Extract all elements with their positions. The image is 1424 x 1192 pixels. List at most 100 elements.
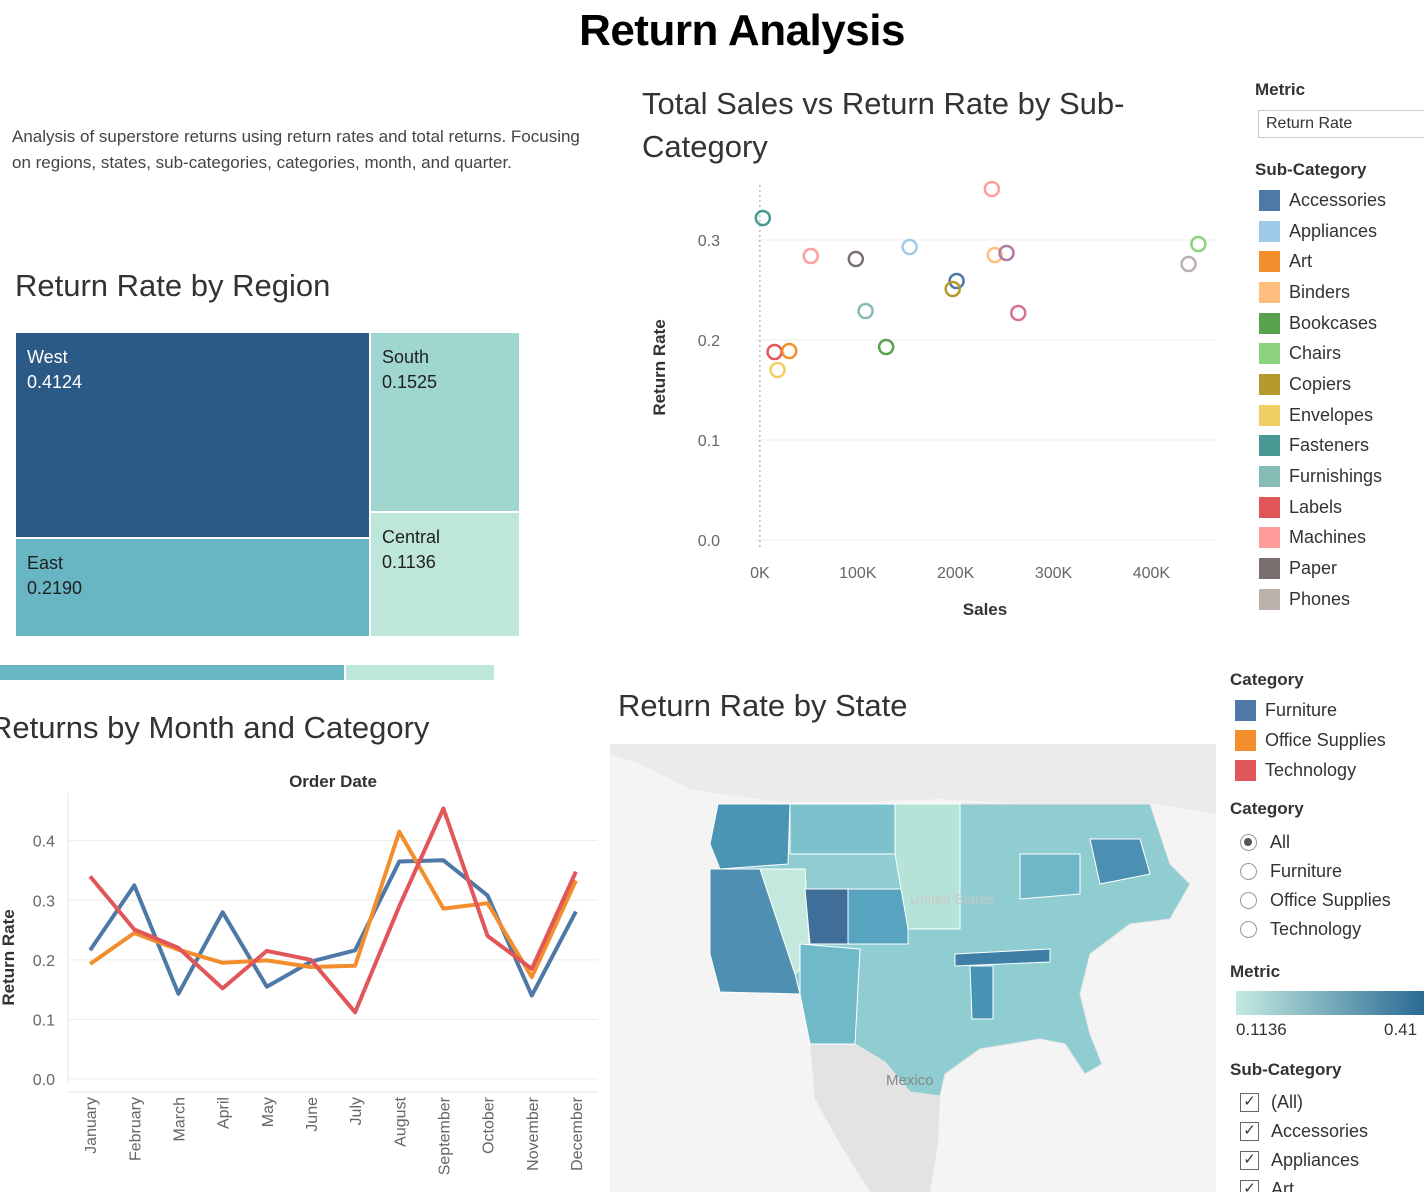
- treemap-cell-central[interactable]: Central 0.1136: [370, 512, 520, 637]
- subcategory-legend-item[interactable]: Envelopes: [1259, 400, 1424, 431]
- radio-button[interactable]: [1240, 834, 1257, 851]
- checkbox[interactable]: ✓: [1240, 1093, 1259, 1112]
- scatter-point[interactable]: [769, 361, 786, 379]
- metric-selector[interactable]: Return Rate: [1258, 110, 1424, 138]
- scatter-xtick-label: 100K: [839, 565, 877, 582]
- checkbox[interactable]: ✓: [1240, 1180, 1259, 1192]
- state-map[interactable]: United States Mexico: [610, 744, 1216, 1192]
- scatter-point[interactable]: [802, 247, 820, 265]
- radio-label: Office Supplies: [1270, 890, 1391, 910]
- legend-label: Chairs: [1289, 343, 1342, 364]
- color-swatch: [1259, 496, 1280, 518]
- subcategory-legend-item[interactable]: Art: [1259, 246, 1424, 277]
- radio-button[interactable]: [1240, 863, 1257, 880]
- scatter-point[interactable]: [983, 180, 1001, 198]
- subcategory-legend-item[interactable]: Phones: [1259, 584, 1424, 615]
- subcategory-checkbox-option[interactable]: ✓ Appliances: [1240, 1146, 1424, 1175]
- treemap-cell-south[interactable]: South 0.1525: [370, 332, 520, 512]
- category-radio-option[interactable]: Furniture: [1240, 857, 1424, 886]
- radio-button[interactable]: [1240, 921, 1257, 938]
- line-xtick-label: May: [260, 1097, 277, 1127]
- subcategory-legend-item[interactable]: Chairs: [1259, 338, 1424, 369]
- subcategory-legend-item[interactable]: Furnishings: [1259, 461, 1424, 492]
- subcategory-legend-item[interactable]: Copiers: [1259, 369, 1424, 400]
- category-legend-item[interactable]: Office Supplies: [1235, 725, 1424, 755]
- map-label-mexico: Mexico: [886, 1072, 934, 1089]
- dashboard-description: Analysis of superstore returns using ret…: [12, 127, 580, 172]
- subcategory-checkbox-option[interactable]: ✓ Accessories: [1240, 1117, 1424, 1146]
- state-montana[interactable]: [789, 803, 896, 855]
- legend-label: Furnishings: [1289, 466, 1383, 487]
- category-legend-item[interactable]: Furniture: [1235, 695, 1424, 725]
- scatter-point[interactable]: [877, 338, 895, 356]
- category-radio-option[interactable]: Technology: [1240, 915, 1424, 944]
- radio-button[interactable]: [1240, 892, 1257, 909]
- subcategory-legend-item[interactable]: Machines: [1259, 523, 1424, 554]
- scatter-point[interactable]: [944, 280, 961, 298]
- scrollbar-thumb[interactable]: [0, 665, 344, 680]
- line-xtick-label: April: [216, 1097, 233, 1129]
- scatter-title-line2: Category: [642, 129, 768, 164]
- color-swatch: [1235, 699, 1256, 721]
- scatter-point[interactable]: [1010, 304, 1027, 322]
- scatter-point[interactable]: [948, 272, 965, 290]
- category-legend-item[interactable]: Technology: [1235, 755, 1424, 785]
- color-swatch: [1259, 588, 1280, 610]
- color-swatch: [1259, 527, 1280, 549]
- treemap-cell-west[interactable]: West 0.4124: [15, 332, 370, 538]
- scatter-point[interactable]: [901, 238, 918, 256]
- scatter-xtick-label: 200K: [937, 565, 975, 582]
- scatter-x-axis-title: Sales: [963, 600, 1007, 619]
- line-xtick-label: June: [304, 1097, 321, 1132]
- legend-label: Labels: [1289, 496, 1343, 517]
- subcategory-checkbox-option[interactable]: ✓ (All): [1240, 1088, 1424, 1117]
- state-mississippi[interactable]: [969, 965, 994, 1020]
- state-arizona[interactable]: [799, 943, 861, 1045]
- state-utah[interactable]: [804, 888, 849, 945]
- subcategory-legend-item[interactable]: Bookcases: [1259, 308, 1424, 339]
- scatter-point[interactable]: [766, 343, 783, 361]
- scatter-point[interactable]: [754, 209, 772, 227]
- subcategory-legend-item[interactable]: Appliances: [1259, 216, 1424, 247]
- state-new-york[interactable]: [1089, 838, 1151, 885]
- line-series-technology[interactable]: [88, 806, 578, 1015]
- scatter-title-line1: Total Sales vs Return Rate by Sub-: [642, 86, 1125, 121]
- subcategory-legend-item[interactable]: Paper: [1259, 553, 1424, 584]
- scatter-point[interactable]: [857, 302, 874, 320]
- scatter-point[interactable]: [986, 246, 1004, 264]
- region-value: 0.2190: [27, 578, 83, 598]
- subcategory-legend-item[interactable]: Binders: [1259, 277, 1424, 308]
- legend-label: Bookcases: [1289, 312, 1378, 333]
- dashboard-title: Return Analysis: [579, 6, 905, 55]
- checkbox[interactable]: ✓: [1240, 1122, 1259, 1141]
- state-washington-oregon[interactable]: [709, 803, 791, 870]
- radio-label: All: [1270, 832, 1291, 852]
- category-radio-option[interactable]: Office Supplies: [1240, 886, 1424, 915]
- state-dakotas[interactable]: [894, 803, 961, 930]
- map-label-united-states: United States: [910, 891, 994, 907]
- subcategory-legend-item[interactable]: Labels: [1259, 492, 1424, 523]
- subcategory-legend-item[interactable]: Fasteners: [1259, 431, 1424, 462]
- scatter-point[interactable]: [847, 250, 865, 268]
- treemap-cell-east[interactable]: East 0.2190: [15, 538, 370, 637]
- line-xtick-label: February: [127, 1097, 144, 1161]
- scatter-point[interactable]: [1190, 235, 1207, 253]
- subcategory-legend-item[interactable]: Accessories: [1259, 185, 1424, 216]
- scatter-point[interactable]: [998, 244, 1015, 262]
- state-colorado[interactable]: [847, 888, 909, 945]
- color-swatch: [1259, 281, 1280, 303]
- mexico-land: [810, 1044, 940, 1192]
- category-radio-option[interactable]: All: [1240, 828, 1424, 857]
- scrollbar-track[interactable]: [346, 665, 494, 680]
- region-value: 0.4124: [27, 372, 83, 392]
- checkbox[interactable]: ✓: [1240, 1151, 1259, 1170]
- line-xtick-label: August: [392, 1096, 409, 1146]
- subcategory-checkbox-option[interactable]: ✓ Art: [1240, 1175, 1424, 1192]
- state-ohio-region[interactable]: [1019, 853, 1081, 900]
- scatter-point[interactable]: [781, 342, 798, 360]
- scatter-point[interactable]: [1180, 255, 1197, 273]
- region-name: West: [27, 347, 68, 367]
- color-swatch: [1235, 729, 1256, 751]
- state-tennessee[interactable]: [954, 948, 1051, 967]
- category-filter-title: Category: [1230, 799, 1304, 818]
